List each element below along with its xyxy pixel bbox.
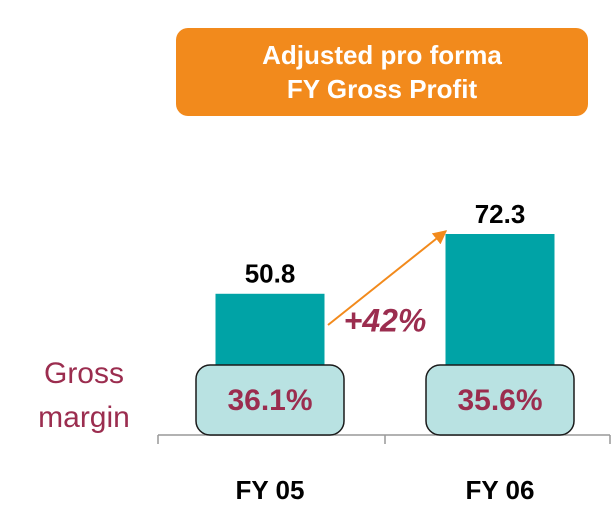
growth-arrow	[327, 230, 448, 326]
gross-margin-label: Gross margin	[38, 357, 130, 434]
gross-margin-box	[195, 364, 345, 436]
gross-margin-box	[425, 364, 575, 436]
growth-annotation: +42%	[344, 302, 427, 338]
chart-title: Adjusted pro forma FY Gross Profit	[176, 28, 588, 116]
value-label: 72.3	[475, 199, 526, 229]
value-label: 50.8	[245, 259, 296, 289]
x-tick-label: FY 05	[236, 475, 305, 505]
gross-margin-value: 36.1%	[227, 384, 312, 417]
x-tick-label: FY 06	[466, 475, 535, 505]
gross-margin-value: 35.6%	[457, 384, 542, 417]
